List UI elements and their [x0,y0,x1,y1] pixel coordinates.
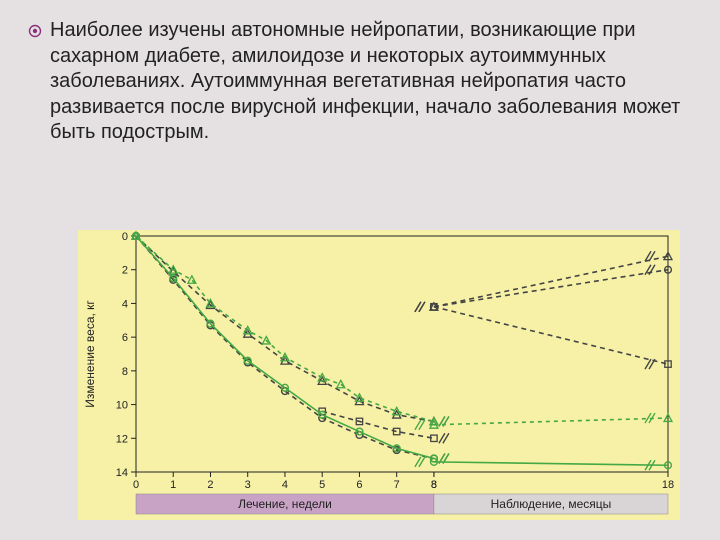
svg-text:6: 6 [122,332,128,344]
svg-text:6: 6 [356,479,362,491]
svg-text:7: 7 [394,479,400,491]
svg-text:Изменение веса, кг: Изменение веса, кг [83,300,97,408]
svg-text:8: 8 [122,366,128,378]
svg-text:3: 3 [245,479,251,491]
svg-text:4: 4 [122,298,128,310]
svg-text:8: 8 [431,479,437,491]
svg-text:14: 14 [116,467,128,479]
svg-text:4: 4 [282,479,288,491]
svg-text:Лечение, недели: Лечение, недели [238,497,332,511]
svg-text:Наблюдение, месяцы: Наблюдение, месяцы [491,497,612,511]
bullet-icon [28,24,42,38]
svg-text:10: 10 [116,400,128,412]
svg-text:0: 0 [133,479,139,491]
svg-text:1: 1 [170,479,176,491]
bullet-row: Наиболее изучены автономные нейропатии, … [28,18,692,146]
svg-text:12: 12 [116,433,128,445]
slide: Наиболее изучены автономные нейропатии, … [0,0,720,540]
svg-text:2: 2 [207,479,213,491]
svg-text:5: 5 [319,479,325,491]
weight-change-chart: 02468101214Изменение веса, кг01234567881… [78,230,680,520]
paragraph-text: Наиболее изучены автономные нейропатии, … [50,18,692,146]
svg-text:2: 2 [122,265,128,277]
svg-text:0: 0 [122,231,128,243]
svg-text:18: 18 [662,479,674,491]
